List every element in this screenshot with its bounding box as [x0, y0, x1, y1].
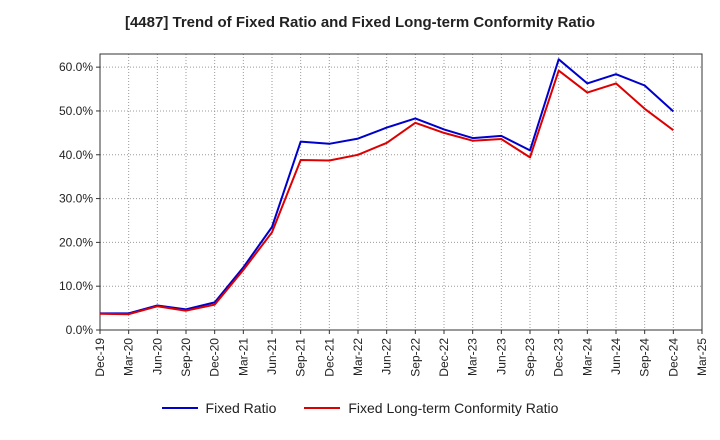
- y-tick-label: 20.0%: [59, 235, 93, 249]
- x-tick-label: Jun-23: [494, 338, 508, 375]
- x-tick-label: Dec-20: [208, 338, 222, 377]
- y-tick-label: 50.0%: [59, 104, 93, 118]
- axes: [96, 53, 703, 334]
- plot-area-border: [99, 53, 703, 331]
- x-tick-labels: Dec-19 Mar-20 Jun-20 Sep-20 Dec-20 Mar-21 Jun-…: [93, 338, 709, 377]
- series-line-fixed-long-term-conformity-ratio: [99, 69, 674, 316]
- legend-label-fixed-ratio: Fixed Ratio: [205, 400, 277, 416]
- x-tick-label: Mar-22: [351, 338, 365, 376]
- x-tick-label: Sep-20: [179, 338, 193, 377]
- legend-item-fixed-long-term-conformity-ratio: Fixed Long-term Conformity Ratio: [304, 400, 558, 416]
- x-tick-label: Dec-21: [322, 338, 336, 377]
- x-tick-label: Dec-23: [552, 338, 566, 377]
- gridlines: [100, 54, 702, 330]
- x-tick-label: Jun-24: [609, 338, 623, 375]
- x-tick-label: Dec-24: [666, 338, 680, 377]
- x-tick-label: Jun-20: [150, 338, 164, 375]
- y-tick-label: 30.0%: [59, 192, 93, 206]
- legend-label-fixed-long-term-conformity-ratio: Fixed Long-term Conformity Ratio: [348, 400, 559, 416]
- y-tick-label: 10.0%: [59, 279, 93, 293]
- legend-swatch-fixed-long-term-conformity-ratio: [304, 407, 341, 409]
- x-tick-label: Sep-23: [523, 338, 537, 377]
- x-tick-label: Mar-25: [695, 338, 709, 376]
- y-tick-label: 0.0%: [66, 323, 94, 337]
- legend-swatch-fixed-ratio: [161, 407, 198, 409]
- x-tick-label: Sep-21: [294, 338, 308, 377]
- legend-item-fixed-ratio: Fixed Ratio: [161, 400, 277, 416]
- y-tick-label: 60.0%: [59, 60, 93, 74]
- x-tick-label: Mar-24: [580, 338, 594, 376]
- series-lines: [99, 58, 674, 316]
- x-tick-label: Mar-23: [466, 338, 480, 376]
- x-tick-label: Dec-19: [93, 338, 107, 377]
- x-tick-label: Sep-22: [408, 338, 422, 377]
- series-line-fixed-ratio: [100, 58, 674, 315]
- x-tick-label: Mar-20: [122, 338, 136, 376]
- chart-title: [4487] Trend of Fixed Ratio and Fixed Lo…: [124, 14, 596, 31]
- x-tick-label: Mar-21: [236, 338, 250, 376]
- y-tick-labels: 0.0% 10.0% 20.0% 30.0% 40.0% 50.0% 60.0%: [59, 60, 93, 337]
- legend: Fixed Ratio Fixed Long-term Conformity R…: [0, 400, 720, 416]
- x-tick-label: Sep-24: [638, 338, 652, 377]
- x-tick-label: Jun-21: [265, 338, 279, 375]
- x-tick-label: Jun-22: [380, 338, 394, 375]
- x-tick-label: Dec-22: [437, 338, 451, 377]
- y-tick-label: 40.0%: [59, 148, 93, 162]
